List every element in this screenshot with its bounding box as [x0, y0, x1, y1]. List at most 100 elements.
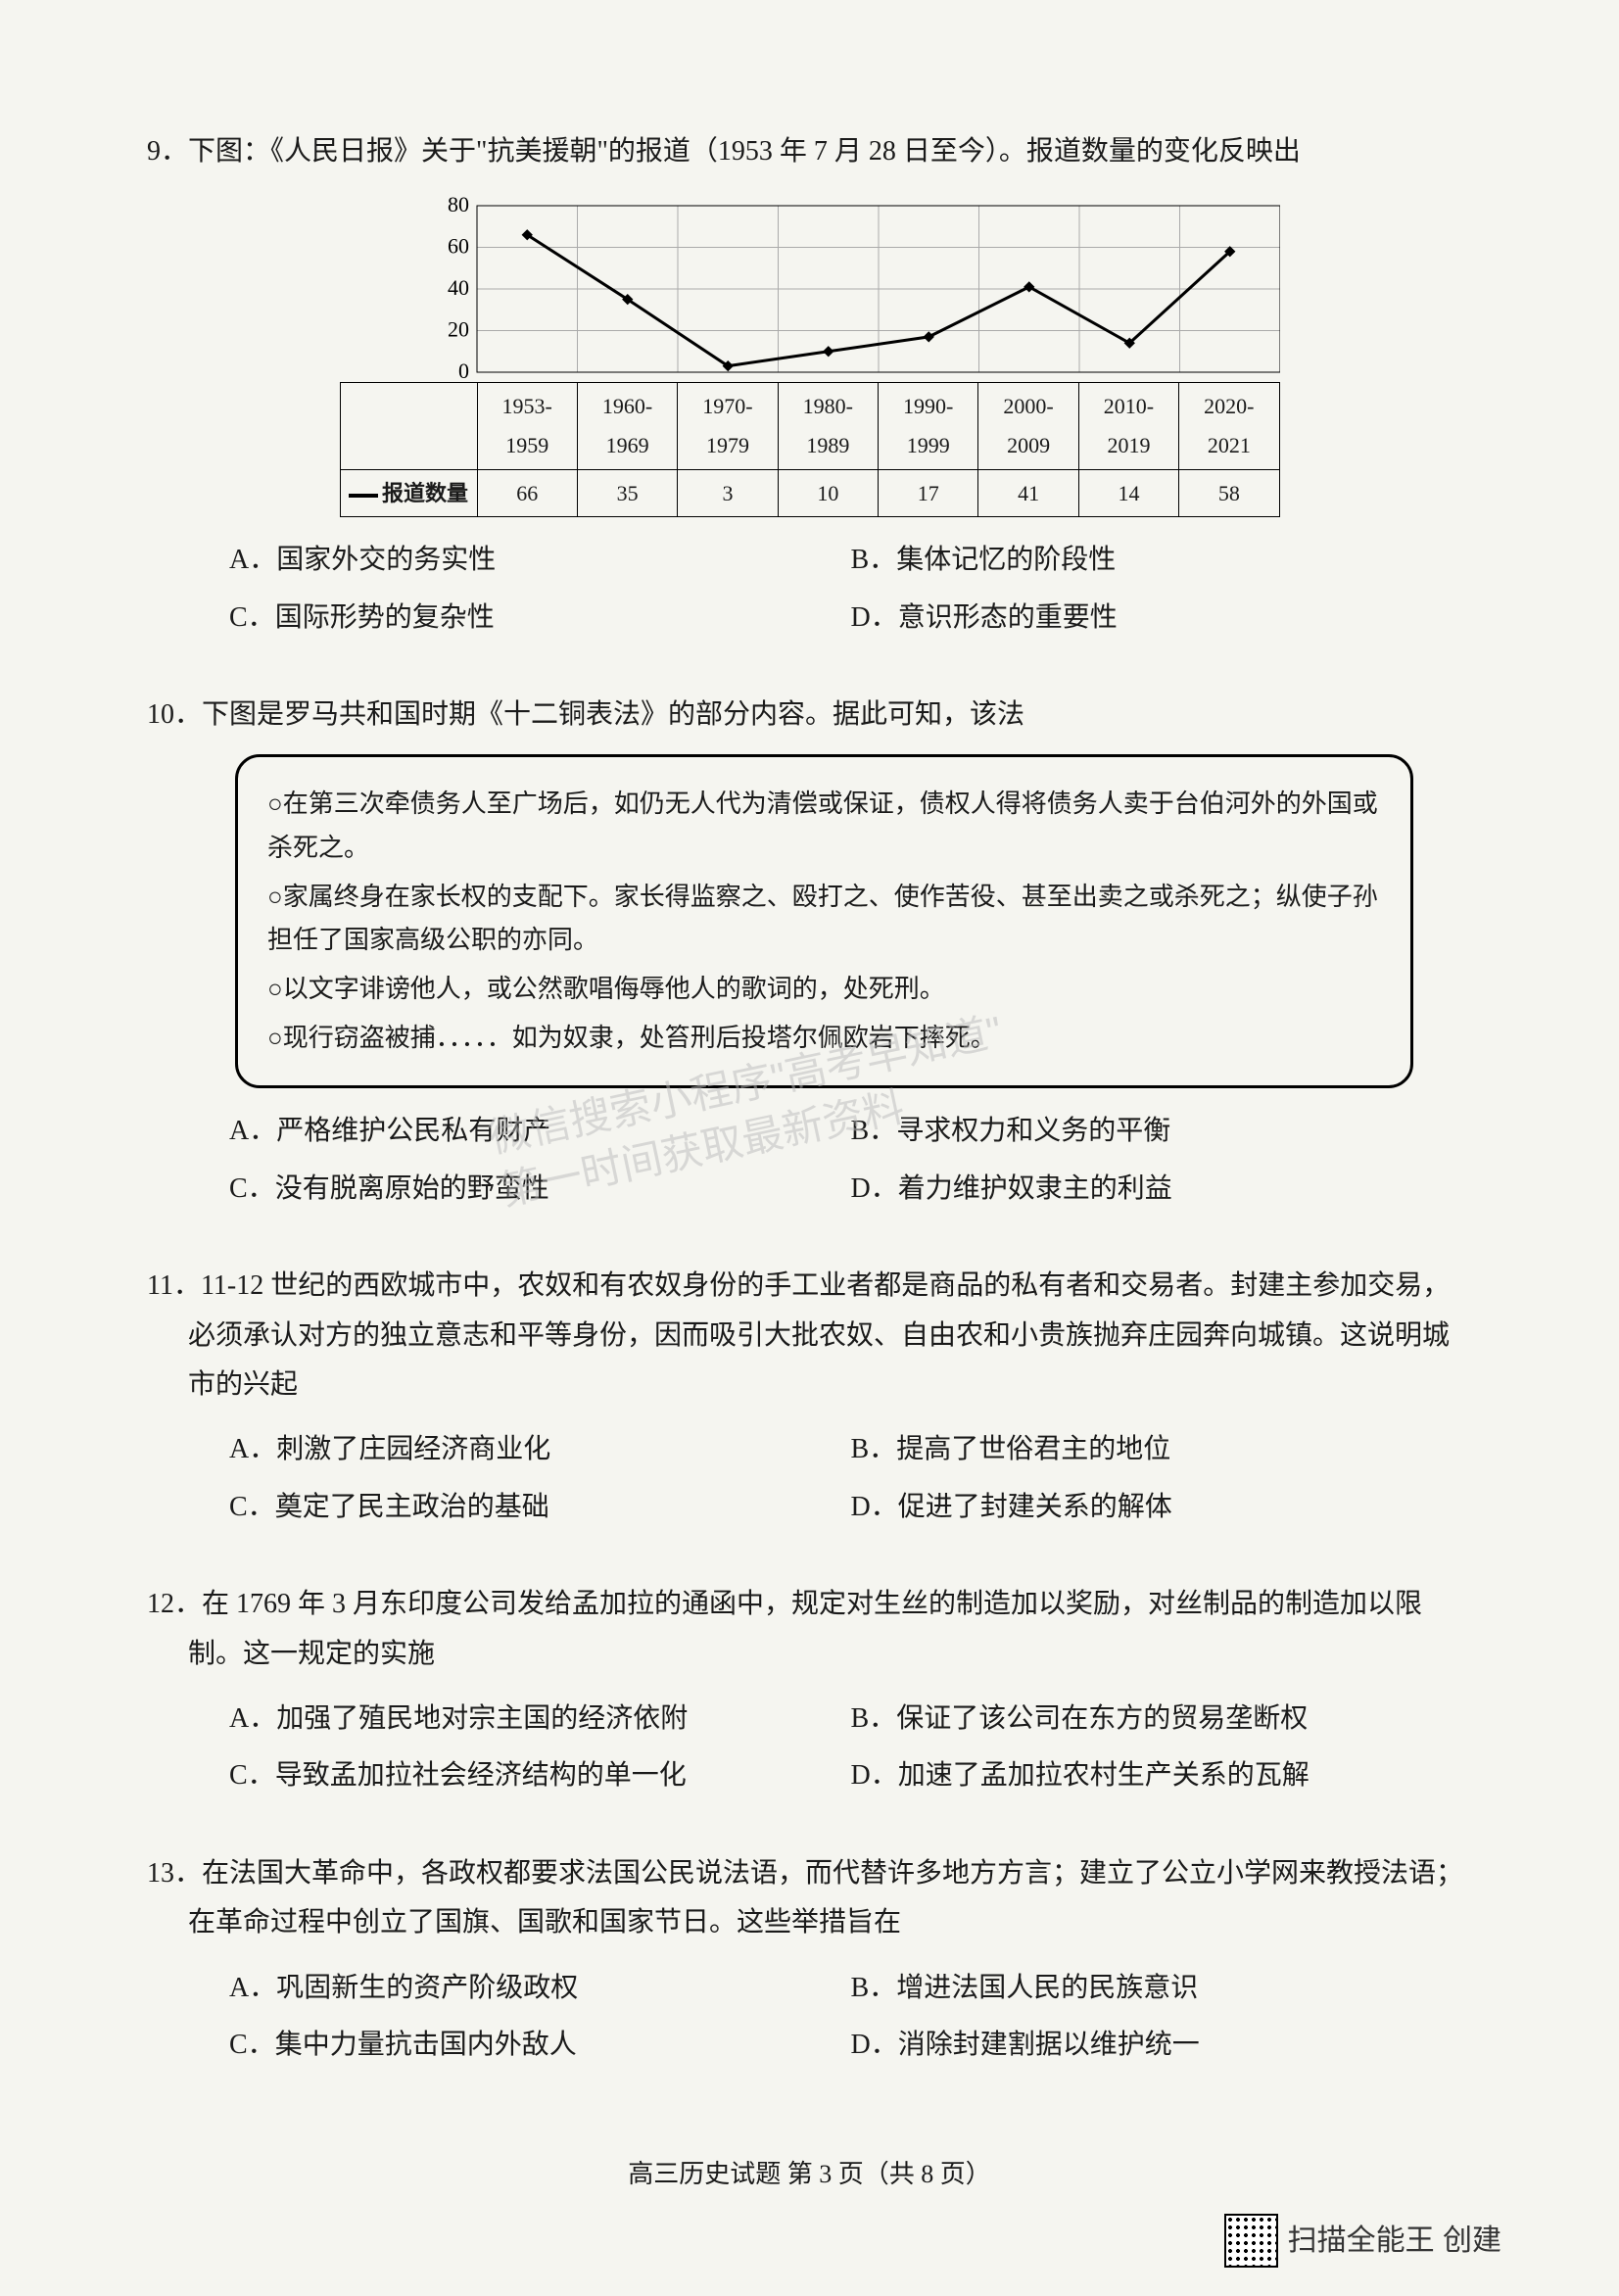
q9-option-b: B．集体记忆的阶段性 — [851, 532, 1473, 589]
q10-stem: 10．下图是罗马共和国时期《十二铜表法》的部分内容。据此可知，该法 — [147, 691, 1472, 740]
q9-options: A．国家外交的务实性 B．集体记忆的阶段性 C．国际形势的复杂性 D．意识形态的… — [147, 532, 1472, 646]
q12-text: 在 1769 年 3 月东印度公司发给孟加拉的通函中，规定对生丝的制造加以奖励，… — [188, 1589, 1422, 1668]
qr-icon — [1224, 2214, 1278, 2268]
q13-d-text: 消除封建割据以维护统一 — [898, 2030, 1200, 2060]
q9-category-row: 1953-19591960-19691970-19791980-19891990… — [340, 383, 1279, 469]
q9-category-cell: 1980-1989 — [778, 383, 878, 469]
q13-text: 在法国大革命中，各政权都要求法国公民说法语，而代替许多地方方言；建立了公立小学网… — [188, 1858, 1463, 1937]
q9-d-text: 意识形态的重要性 — [898, 602, 1118, 633]
q9-value-cell: 17 — [879, 469, 978, 517]
q11-options: A．刺激了庄园经济商业化 B．提高了世俗君主的地位 C．奠定了民主政治的基础 D… — [147, 1421, 1472, 1536]
q9-legend-cell: 报道数量 — [340, 469, 477, 517]
scan-app-branding: 扫描全能王 创建 — [1224, 2214, 1501, 2268]
q11-stem: 11．11-12 世纪的西欧城市中，农奴和有农奴身份的手工业者都是商品的私有者和… — [147, 1262, 1472, 1410]
q9-a-text: 国家外交的务实性 — [276, 545, 496, 575]
q9-value-cell: 41 — [978, 469, 1078, 517]
svg-text:60: 60 — [448, 234, 469, 259]
q12-b-text: 保证了该公司在东方的贸易垄断权 — [896, 1703, 1308, 1734]
q13-c-text: 集中力量抗击国内外敌人 — [275, 2030, 577, 2060]
q13-a-text: 巩固新生的资产阶级政权 — [276, 1973, 578, 2003]
q11-a-text: 刺激了庄园经济商业化 — [276, 1434, 550, 1464]
q13-b-text: 增进法国人民的民族意识 — [896, 1973, 1198, 2003]
q9-value-cell: 10 — [778, 469, 878, 517]
question-12: 12．在 1769 年 3 月东印度公司发给孟加拉的通函中，规定对生丝的制造加以… — [147, 1580, 1472, 1805]
q9-text: 下图：《人民日报》关于"抗美援朝"的报道（1953 年 7 月 28 日至今）。… — [188, 136, 1301, 167]
q9-chart-svg: 0 20 40 60 80 — [340, 196, 1280, 382]
q10-a-text: 严格维护公民私有财产 — [276, 1116, 550, 1146]
q9-c-text: 国际形势的复杂性 — [275, 602, 495, 633]
q9-category-cell: 2010-2019 — [1078, 383, 1178, 469]
svg-text:20: 20 — [448, 317, 469, 342]
svg-text:40: 40 — [448, 275, 469, 300]
question-10: 10．下图是罗马共和国时期《十二铜表法》的部分内容。据此可知，该法 ○在第三次牵… — [147, 691, 1472, 1218]
q10-number: 10． — [147, 699, 202, 730]
q9-category-cell: 1953-1959 — [477, 383, 577, 469]
q9-value-cell: 3 — [678, 469, 778, 517]
q12-stem: 12．在 1769 年 3 月东印度公司发给孟加拉的通函中，规定对生丝的制造加以… — [147, 1580, 1472, 1679]
q10-quote-1: ○在第三次牵债务人至广场后，如仍无人代为清偿或保证，债权人得将债务人卖于台伯河外… — [267, 783, 1381, 869]
q9-value-cell: 58 — [1179, 469, 1279, 517]
q13-options: A．巩固新生的资产阶级政权 B．增进法国人民的民族意识 C．集中力量抗击国内外敌… — [147, 1960, 1472, 2075]
q11-d-text: 促进了封建关系的解体 — [898, 1492, 1172, 1522]
q9-value-cell: 35 — [577, 469, 677, 517]
q9-chart-table: 1953-19591960-19691970-19791980-19891990… — [340, 382, 1280, 517]
question-9: 9．下图：《人民日报》关于"抗美援朝"的报道（1953 年 7 月 28 日至今… — [147, 127, 1472, 646]
q13-option-d: D．消除封建割据以维护统一 — [851, 2017, 1473, 2074]
q9-category-cell: 2020-2021 — [1179, 383, 1279, 469]
scan-text: 扫描全能王 创建 — [1288, 2215, 1501, 2268]
q13-option-a: A．巩固新生的资产阶级政权 — [229, 1960, 851, 2017]
q10-b-text: 寻求权力和义务的平衡 — [896, 1116, 1170, 1146]
q11-b-text: 提高了世俗君主的地位 — [896, 1434, 1170, 1464]
q9-category-cell: 1970-1979 — [678, 383, 778, 469]
q9-value-cell: 14 — [1078, 469, 1178, 517]
q9-value-row: 报道数量 663531017411458 — [340, 469, 1279, 517]
svg-text:80: 80 — [448, 196, 469, 216]
q9-value-cell: 66 — [477, 469, 577, 517]
q12-option-b: B．保证了该公司在东方的贸易垄断权 — [851, 1691, 1473, 1747]
q9-number: 9． — [147, 136, 188, 167]
q13-stem: 13．在法国大革命中，各政权都要求法国公民说法语，而代替许多地方方言；建立了公立… — [147, 1849, 1472, 1948]
q13-number: 13． — [147, 1858, 202, 1889]
q10-option-a: A．严格维护公民私有财产 — [229, 1103, 851, 1160]
q12-number: 12． — [147, 1589, 202, 1619]
q10-option-c: C．没有脱离原始的野蛮性 — [229, 1161, 851, 1218]
q11-text: 11-12 世纪的西欧城市中，农奴和有农奴身份的手工业者都是商品的私有者和交易者… — [188, 1270, 1450, 1400]
q9-category-cell: 1960-1969 — [577, 383, 677, 469]
q12-option-c: C．导致孟加拉社会经济结构的单一化 — [229, 1747, 851, 1804]
q12-option-d: D．加速了孟加拉农村生产关系的瓦解 — [851, 1747, 1473, 1804]
svg-text:0: 0 — [458, 359, 469, 382]
q12-c-text: 导致孟加拉社会经济结构的单一化 — [275, 1760, 687, 1791]
q9-category-cell: 2000-2009 — [978, 383, 1078, 469]
q10-option-d: D．着力维护奴隶主的利益 — [851, 1161, 1473, 1218]
page-footer: 高三历史试题 第 3 页（共 8 页） — [147, 2152, 1472, 2198]
q10-quote-3: ○以文字诽谤他人，或公然歌唱侮辱他人的歌词的，处死刑。 — [267, 968, 1381, 1011]
q9-category-cell: 1990-1999 — [879, 383, 978, 469]
q11-c-text: 奠定了民主政治的基础 — [275, 1492, 549, 1522]
q12-option-a: A．加强了殖民地对宗主国的经济依附 — [229, 1691, 851, 1747]
question-11: 11．11-12 世纪的西欧城市中，农奴和有农奴身份的手工业者都是商品的私有者和… — [147, 1262, 1472, 1536]
q13-option-b: B．增进法国人民的民族意识 — [851, 1960, 1473, 2017]
q13-option-c: C．集中力量抗击国内外敌人 — [229, 2017, 851, 2074]
q9-option-c: C．国际形势的复杂性 — [229, 590, 851, 646]
q10-quote-box: ○在第三次牵债务人至广场后，如仍无人代为清偿或保证，债权人得将债务人卖于台伯河外… — [235, 754, 1413, 1088]
line-legend-icon — [349, 494, 378, 498]
q12-d-text: 加速了孟加拉农村生产关系的瓦解 — [898, 1760, 1309, 1791]
q10-options: A．严格维护公民私有财产 B．寻求权力和义务的平衡 C．没有脱离原始的野蛮性 D… — [147, 1103, 1472, 1218]
q10-quote-2: ○家属终身在家长权的支配下。家长得监察之、殴打之、使作苦役、甚至出卖之或杀死之；… — [267, 876, 1381, 962]
q9-option-a: A．国家外交的务实性 — [229, 532, 851, 589]
q12-a-text: 加强了殖民地对宗主国的经济依附 — [276, 1703, 688, 1734]
q11-option-d: D．促进了封建关系的解体 — [851, 1479, 1473, 1536]
q12-options: A．加强了殖民地对宗主国的经济依附 B．保证了该公司在东方的贸易垄断权 C．导致… — [147, 1691, 1472, 1805]
q11-option-b: B．提高了世俗君主的地位 — [851, 1421, 1473, 1478]
q9-option-d: D．意识形态的重要性 — [851, 590, 1473, 646]
q9-chart: 0 20 40 60 80 1953-19591960-19691970-1979198… — [340, 196, 1280, 517]
q10-text: 下图是罗马共和国时期《十二铜表法》的部分内容。据此可知，该法 — [202, 699, 1024, 730]
q10-quote-4: ○现行窃盗被捕．．．．．如为奴隶，处笞刑后投塔尔佩欧岩下摔死。 — [267, 1017, 1381, 1060]
q10-d-text: 着力维护奴隶主的利益 — [898, 1173, 1172, 1204]
q9-series-label: 报道数量 — [382, 481, 468, 505]
q11-option-a: A．刺激了庄园经济商业化 — [229, 1421, 851, 1478]
q11-number: 11． — [147, 1270, 201, 1301]
question-13: 13．在法国大革命中，各政权都要求法国公民说法语，而代替许多地方方言；建立了公立… — [147, 1849, 1472, 2075]
q11-option-c: C．奠定了民主政治的基础 — [229, 1479, 851, 1536]
q9-stem: 9．下图：《人民日报》关于"抗美援朝"的报道（1953 年 7 月 28 日至今… — [147, 127, 1472, 176]
